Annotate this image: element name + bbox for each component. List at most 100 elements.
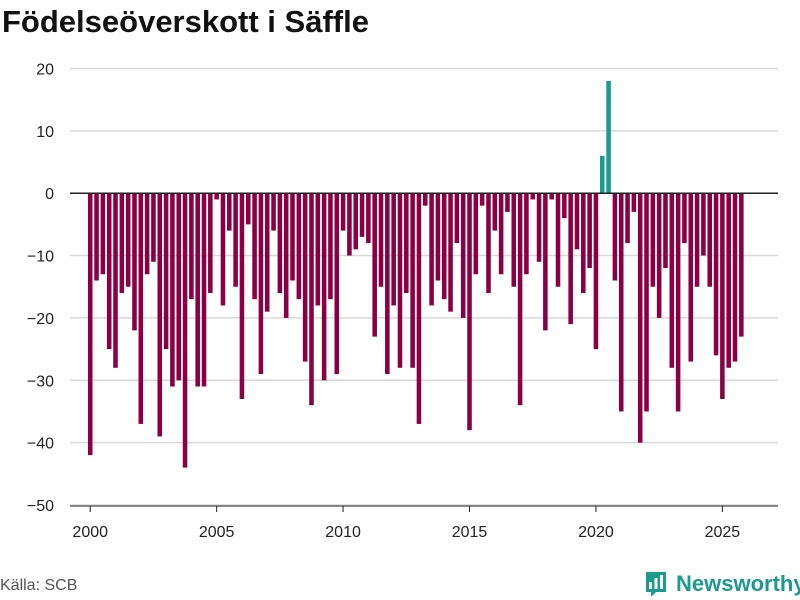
bar [511, 193, 517, 287]
bar [713, 193, 719, 356]
bar [707, 193, 713, 287]
y-tick-label: 10 [36, 124, 54, 141]
bar [498, 193, 504, 275]
bar [372, 193, 377, 337]
bar [252, 193, 257, 300]
bar [378, 193, 384, 287]
bar [302, 193, 308, 362]
bar [119, 193, 125, 293]
bar [593, 193, 599, 350]
bar [170, 193, 175, 387]
x-tick-label: 2025 [705, 524, 741, 541]
bar [233, 193, 238, 287]
bar [296, 193, 302, 300]
bar [599, 155, 605, 194]
bar [524, 193, 529, 275]
bar [334, 193, 340, 375]
x-tick-label: 2020 [578, 524, 614, 541]
bar [271, 193, 276, 231]
bar [239, 193, 245, 399]
bar [479, 193, 485, 206]
bar [675, 193, 681, 412]
bar [612, 193, 618, 281]
bar-chart-logo-icon [646, 572, 666, 597]
bar [650, 193, 656, 287]
bar [720, 193, 725, 399]
bar [492, 193, 498, 231]
bar [473, 193, 479, 275]
bar [353, 193, 359, 250]
bar [574, 193, 580, 250]
bar [448, 193, 453, 312]
bar [94, 193, 99, 281]
bar [87, 193, 93, 456]
bar [568, 193, 573, 325]
bar [309, 193, 314, 406]
bar [530, 193, 536, 200]
x-tick-label: 2010 [325, 524, 361, 541]
bar [429, 193, 434, 306]
bar [467, 193, 472, 431]
bar [201, 193, 207, 387]
x-tick-label: 2000 [72, 524, 108, 541]
bar [486, 193, 491, 293]
bar [138, 193, 144, 424]
x-tick-label: 2005 [199, 524, 235, 541]
bar [549, 193, 554, 200]
bar [682, 193, 687, 244]
x-tick-label: 2015 [452, 524, 488, 541]
bar [113, 193, 118, 368]
bar [106, 193, 112, 350]
bar [258, 193, 264, 375]
x-axis: 2000 2005 2010 2015 2020 2025 [70, 505, 778, 541]
bar [517, 193, 523, 406]
brand-name: Newsworthy [676, 571, 800, 596]
y-tick-label: −10 [27, 249, 54, 266]
bar [460, 193, 466, 318]
bar [347, 193, 352, 256]
bar [391, 193, 396, 306]
bar [144, 193, 150, 275]
bar [151, 193, 156, 262]
bar [397, 193, 403, 368]
bar [454, 193, 460, 244]
y-tick-label: −30 [27, 373, 54, 390]
y-axis: 20 10 0 −10 −20 −30 −40 −50 [27, 61, 54, 515]
bar [726, 193, 731, 368]
bar [321, 193, 327, 381]
bar [404, 193, 409, 293]
bar [189, 193, 194, 300]
bar [315, 193, 321, 306]
source-note: Källa: SCB [0, 577, 78, 594]
bar [100, 193, 106, 275]
bar [663, 193, 668, 269]
brand-logo: Newsworthy [644, 569, 800, 599]
bar [606, 80, 611, 194]
y-tick-label: −50 [27, 498, 54, 515]
bar [441, 193, 447, 300]
bar [543, 193, 548, 331]
bar [581, 193, 586, 293]
bar [656, 193, 662, 318]
bar [176, 193, 182, 381]
y-tick-label: 20 [36, 61, 54, 78]
bar [182, 193, 188, 468]
bar [410, 193, 415, 368]
bar [587, 193, 592, 269]
bar [669, 193, 675, 368]
bar [536, 193, 542, 262]
bar [732, 193, 738, 362]
bar [214, 193, 219, 200]
chart-title: Födelseöverskott i Säffle [2, 4, 369, 39]
bar [739, 193, 744, 337]
bar [644, 193, 649, 412]
bar [416, 193, 422, 424]
bar [290, 193, 295, 281]
bar [366, 193, 371, 244]
bar [132, 193, 137, 331]
bar [505, 193, 510, 212]
bar [264, 193, 270, 312]
bar [220, 193, 226, 306]
bar [694, 193, 700, 287]
